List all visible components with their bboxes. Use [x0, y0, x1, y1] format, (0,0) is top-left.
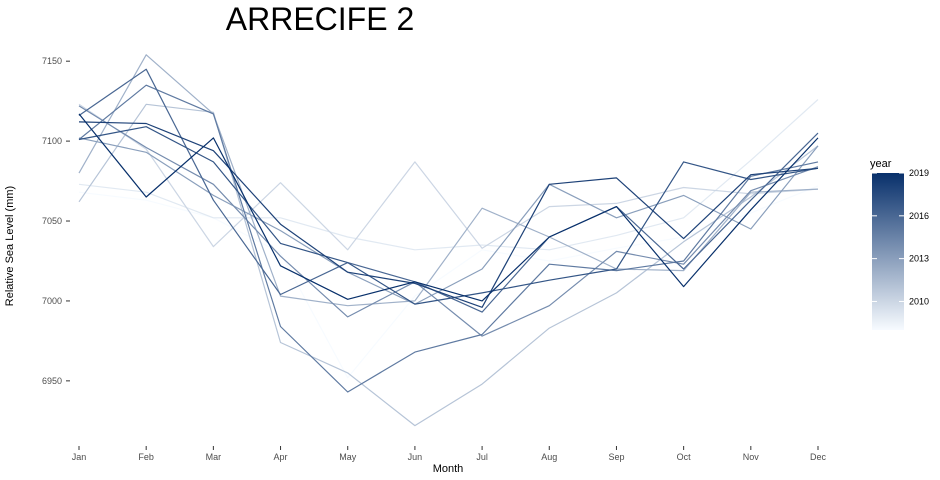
series-line-2014 — [78, 105, 819, 337]
y-tick-label: 7100 — [42, 136, 62, 146]
series-line-2017 — [78, 126, 819, 305]
series-line-2010 — [78, 103, 819, 251]
y-axis: 6950 7000 7050 7100 7150 — [42, 56, 70, 386]
legend-ticks: 2010 2013 2016 2019 — [872, 168, 929, 306]
series-line-2015 — [78, 84, 819, 393]
y-axis-title: Relative Sea Level (mm) — [4, 186, 16, 306]
x-tick-label: Aug — [541, 452, 557, 462]
series-line-2013 — [78, 137, 819, 305]
x-axis-title: Month — [433, 463, 464, 475]
color-legend: year 2010 2013 2016 2019 — [870, 158, 929, 330]
series-lines — [78, 54, 819, 427]
x-tick-label: Sep — [608, 452, 624, 462]
series-line-2008 — [78, 185, 819, 379]
legend-tick-label: 2010 — [909, 296, 929, 306]
legend-colorbar — [872, 173, 904, 330]
x-tick-label: Oct — [677, 452, 692, 462]
legend-tick-label: 2016 — [909, 211, 929, 221]
x-tick-label: May — [339, 452, 357, 462]
y-tick-label: 7150 — [42, 56, 62, 66]
x-tick-label: Dec — [810, 452, 827, 462]
x-tick-label: Apr — [274, 452, 288, 462]
chart-title: ARRECIFE 2 — [226, 1, 414, 37]
legend-tick-label: 2013 — [909, 254, 929, 264]
x-tick-label: Nov — [743, 452, 760, 462]
x-axis: Jan Feb Mar Apr May Jun Jul Aug Sep Oct Nov Dec — [72, 446, 827, 462]
y-tick-label: 6950 — [42, 376, 62, 386]
x-tick-label: Mar — [206, 452, 222, 462]
legend-tick-label: 2019 — [909, 168, 929, 178]
x-tick-label: Feb — [138, 452, 154, 462]
series-line-2009 — [78, 99, 819, 251]
series-line-2016 — [78, 68, 819, 313]
y-tick-label: 7050 — [42, 216, 62, 226]
y-tick-label: 7000 — [42, 296, 62, 306]
series-line-2011 — [78, 103, 819, 427]
x-tick-label: Jan — [72, 452, 87, 462]
x-tick-label: Jun — [408, 452, 423, 462]
legend-title: year — [870, 158, 892, 170]
x-tick-label: Jul — [476, 452, 488, 462]
series-line-2018 — [78, 121, 819, 308]
series-line-2019 — [78, 113, 819, 302]
